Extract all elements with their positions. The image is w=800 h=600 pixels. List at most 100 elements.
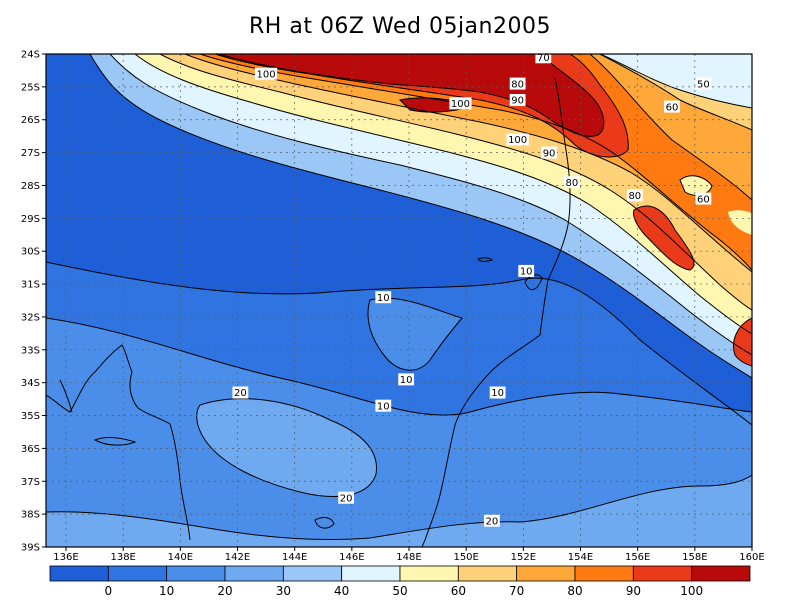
lon-label: 154E	[568, 552, 593, 563]
lon-label: 144E	[282, 552, 307, 563]
colorbar-swatch	[166, 565, 226, 582]
contour-label-text: 100	[257, 69, 276, 80]
colorbar-label: 60	[451, 584, 466, 598]
colorbar-swatch	[632, 565, 693, 582]
lat-label: 35S	[21, 411, 40, 422]
colorbar-label: 50	[392, 584, 407, 598]
lon-label: 148E	[396, 552, 421, 563]
contour-label-text: 20	[486, 516, 499, 527]
axis-ticks	[42, 53, 753, 551]
lat-label: 27S	[21, 148, 40, 159]
lat-label: 26S	[21, 115, 40, 126]
lat-lon-grid	[46, 54, 752, 547]
lat-label: 33S	[21, 345, 40, 356]
contour-label-bg	[626, 189, 643, 202]
lat-label: 30S	[21, 247, 40, 258]
rh-band-3	[46, 398, 752, 547]
contour-label-text: 70	[537, 53, 550, 64]
colorbar-swatch	[224, 565, 284, 582]
contour-label: 10	[518, 264, 535, 278]
lat-label: 25S	[21, 82, 40, 93]
contour-label: 10	[398, 373, 415, 386]
contour-label: 20	[483, 514, 500, 527]
contour-label-text: 90	[511, 96, 524, 107]
contour-label-bg	[375, 399, 392, 412]
map-frame	[45, 53, 753, 548]
contour-label-text: 80	[566, 178, 579, 189]
latitude-labels: 24S 25S 26S 27S 28S 29S 30S 31S 32S 33S 34S 35S 36S 3…	[21, 50, 40, 554]
colorbar-swatch	[107, 565, 168, 582]
contour-label: 80	[564, 176, 580, 189]
colorbar	[49, 565, 751, 582]
contour-label-bg	[338, 491, 355, 504]
lon-label: 150E	[453, 552, 478, 563]
lat-label: 37S	[21, 477, 40, 488]
colorbar-label: 100	[680, 584, 703, 598]
contour-label: 80	[509, 77, 526, 90]
coastline	[46, 77, 571, 547]
contour-label-bg	[232, 386, 249, 399]
contour-label-text: 10	[377, 401, 390, 412]
contour-label: 60	[695, 192, 712, 205]
contour-label-bg	[506, 133, 529, 146]
colorbar-labels: 0 10 20 30 40 50 60 70 80 90 100	[105, 584, 704, 598]
contour-label-text: 100	[508, 135, 527, 146]
lon-label: 152E	[511, 552, 536, 563]
lat-label: 29S	[21, 214, 40, 225]
contour-label: 50	[695, 77, 712, 90]
colorbar-label: 30	[276, 584, 291, 598]
lat-label: 24S	[21, 50, 40, 61]
lat-label: 36S	[21, 444, 40, 455]
contour-label-text: 20	[340, 493, 353, 504]
colorbar-label: 70	[509, 584, 524, 598]
contour-label-text: 10	[400, 375, 413, 386]
contour-label: 70	[535, 51, 552, 64]
contour-label-bg	[483, 514, 500, 527]
contour-label-text: 10	[377, 293, 390, 304]
contour-label-text: 60	[697, 194, 710, 205]
lon-label: 146E	[339, 552, 364, 563]
contour-label: 90	[509, 94, 526, 107]
contour-label: 80	[626, 189, 643, 202]
contour-label-bg	[695, 77, 712, 90]
colorbar-swatch	[399, 565, 459, 582]
lon-label: 158E	[682, 552, 707, 563]
lat-label: 38S	[21, 510, 40, 521]
contour-label: 10	[489, 386, 506, 399]
contour-label-bg	[509, 77, 526, 90]
contour-label-text: 20	[234, 388, 247, 399]
contour-label-text: 50	[697, 79, 710, 90]
contour-label-bg	[489, 386, 506, 399]
colorbar-swatch	[341, 565, 401, 582]
lon-label: 138E	[110, 552, 135, 563]
map-title: RH at 06Z Wed 05jan2005	[249, 14, 551, 39]
lat-label: 32S	[21, 312, 40, 323]
contour-label-bg	[398, 373, 415, 386]
colorbar-swatch	[516, 565, 576, 582]
rh-band-11	[218, 54, 604, 137]
contour-label-text: 10	[520, 267, 533, 278]
contour-label: 100	[449, 97, 472, 110]
rh-band-10	[215, 54, 752, 366]
contour-label-bg	[375, 291, 392, 304]
colorbar-swatch	[49, 565, 109, 582]
longitude-labels: 136E 138E 140E 142E 144E 146E 148E 150E 152E 154E…	[53, 552, 764, 563]
contour-label-text: 100	[451, 99, 470, 110]
contour-label-text: 90	[543, 148, 556, 159]
lon-label: 136E	[53, 552, 78, 563]
colorbar-swatch	[691, 565, 751, 582]
contour-labels: 100 100 100 80 90 90 80 80 70 50 60 60 10 10 10 10 10 20 2…	[232, 51, 712, 527]
colorbar-swatch	[282, 565, 343, 582]
contour-label: 90	[541, 146, 557, 159]
contour-label-text: 80	[628, 191, 641, 202]
rh-band-2	[46, 298, 752, 547]
colorbar-label: 90	[626, 584, 641, 598]
contour-label-bg	[695, 192, 712, 205]
contour-label-text: 10	[491, 388, 504, 399]
colorbar-swatch	[574, 565, 634, 582]
contour-label-bg	[254, 67, 278, 80]
contour-label: 60	[664, 100, 680, 113]
contour-label-bg	[564, 176, 580, 189]
contour-label: 10	[375, 399, 392, 412]
